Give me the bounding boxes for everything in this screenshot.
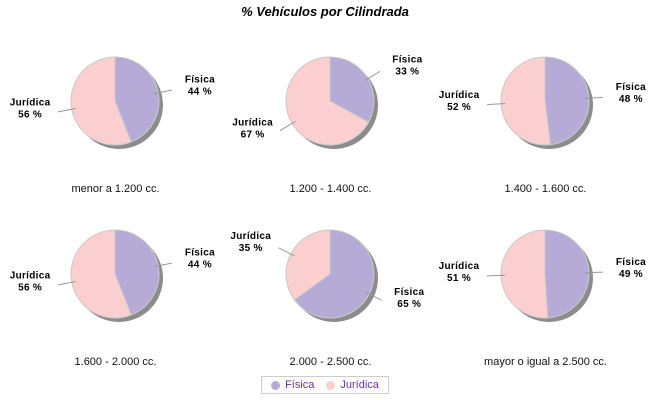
- pie-slice-value-label: 56 %: [18, 283, 42, 294]
- label-leader-line: [584, 271, 603, 274]
- pie-slice-value-label: 48 %: [619, 94, 643, 105]
- label-leader-line: [487, 274, 506, 277]
- legend-label-fisica: Física: [285, 379, 315, 391]
- pie-slice-value-label: 44 %: [188, 86, 212, 97]
- legend-swatch-fisica-icon: [271, 380, 281, 390]
- pie-slice-name-label: Física: [392, 54, 422, 65]
- pie-slice-name-label: Física: [616, 257, 646, 268]
- pie-slice-name-label: Física: [394, 287, 424, 298]
- pie-slice-value-label: 49 %: [619, 269, 643, 280]
- pie-slice-name-label: Jurídica: [439, 261, 480, 272]
- pie-cell-1400-1600: Física 48 % Jurídica 52 % 1.400 - 1.600 cc.: [438, 40, 650, 200]
- pie-cell-menor-1200: Física 44 % Jurídica 56 % menor a 1.200 cc.: [8, 40, 223, 200]
- pie-cell-mayor-2500: Física 49 % Jurídica 51 % mayor o igual a 2…: [438, 213, 650, 373]
- label-leader-line: [487, 103, 506, 106]
- legend-swatch-juridica-icon: [326, 380, 336, 390]
- pie-slice-jurídica: [500, 229, 549, 319]
- label-leader-line: [154, 262, 173, 267]
- pie-slice-value-label: 51 %: [447, 273, 471, 284]
- label-leader-line: [279, 120, 296, 131]
- legend-item-juridica: Jurídica: [326, 379, 379, 391]
- pie-slice-name-label: Jurídica: [10, 271, 51, 282]
- pie-slice-value-label: 35 %: [239, 243, 263, 254]
- pie-caption: mayor o igual a 2.500 cc.: [484, 356, 607, 368]
- legend-label-juridica: Jurídica: [340, 379, 379, 391]
- pie-cell-2000-2500: Física 65 % Jurídica 35 % 2.000 - 2.500 cc.: [223, 213, 438, 373]
- pie-caption: 2.000 - 2.500 cc.: [289, 356, 372, 368]
- pie-slice-value-label: 65 %: [397, 299, 421, 310]
- chart-legend: Física Jurídica: [261, 376, 389, 394]
- pie-slice-value-label: 52 %: [447, 102, 471, 113]
- pie-caption: 1.600 - 2.000 cc.: [74, 356, 157, 368]
- pie-slice-name-label: Jurídica: [439, 90, 480, 101]
- pie-slice-jurídica: [500, 56, 552, 146]
- pie-slice-value-label: 67 %: [241, 130, 265, 141]
- pie-slice-name-label: Jurídica: [10, 98, 51, 109]
- pie-caption: 1.400 - 1.600 cc.: [504, 183, 587, 195]
- label-leader-line: [278, 247, 295, 257]
- legend-item-fisica: Física: [271, 379, 314, 391]
- label-leader-line: [364, 71, 381, 82]
- pie-slice-value-label: 44 %: [188, 259, 212, 270]
- pie-slice-name-label: Jurídica: [230, 231, 271, 242]
- pie-slice-value-label: 33 %: [395, 66, 419, 77]
- pie-caption: menor a 1.200 cc.: [71, 183, 160, 195]
- label-leader-line: [57, 108, 76, 113]
- pie-slice-name-label: Física: [616, 82, 646, 93]
- pie-slice-name-label: Física: [185, 247, 215, 258]
- pie-caption: 1.200 - 1.400 cc.: [289, 183, 372, 195]
- pie-slice-name-label: Física: [185, 74, 215, 85]
- pie-cell-1200-1400: Física 33 % Jurídica 67 % 1.200 - 1.400 cc.: [223, 40, 438, 200]
- label-leader-line: [57, 281, 76, 286]
- chart-title: % Vehículos por Cilindrada: [241, 4, 409, 19]
- label-leader-line: [154, 89, 173, 94]
- pie-slice-name-label: Jurídica: [232, 118, 273, 129]
- label-leader-line: [365, 291, 382, 301]
- pie-cell-1600-2000: Física 44 % Jurídica 56 % 1.600 - 2.000 cc.: [8, 213, 223, 373]
- pie-slice-value-label: 56 %: [18, 110, 42, 121]
- label-leader-line: [584, 96, 603, 99]
